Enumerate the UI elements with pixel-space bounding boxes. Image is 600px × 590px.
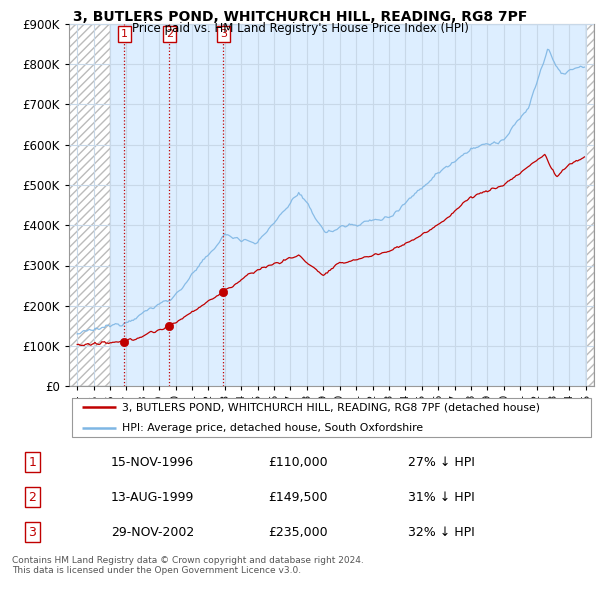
Text: 3: 3 — [220, 29, 227, 39]
Bar — [69, 24, 110, 386]
Text: 27% ↓ HPI: 27% ↓ HPI — [408, 455, 475, 468]
Text: 2: 2 — [166, 29, 173, 39]
Text: 1: 1 — [121, 29, 128, 39]
FancyBboxPatch shape — [71, 398, 592, 437]
Text: Price paid vs. HM Land Registry's House Price Index (HPI): Price paid vs. HM Land Registry's House … — [131, 22, 469, 35]
Text: 15-NOV-1996: 15-NOV-1996 — [111, 455, 194, 468]
Text: £235,000: £235,000 — [268, 526, 328, 539]
Text: 29-NOV-2002: 29-NOV-2002 — [111, 526, 194, 539]
Text: Contains HM Land Registry data © Crown copyright and database right 2024.: Contains HM Land Registry data © Crown c… — [12, 556, 364, 565]
Text: 2: 2 — [28, 490, 37, 504]
Text: HPI: Average price, detached house, South Oxfordshire: HPI: Average price, detached house, Sout… — [121, 422, 422, 432]
Bar — [586, 24, 594, 386]
Text: 1: 1 — [28, 455, 37, 468]
Text: This data is licensed under the Open Government Licence v3.0.: This data is licensed under the Open Gov… — [12, 566, 301, 575]
Text: 3: 3 — [28, 526, 37, 539]
Text: 32% ↓ HPI: 32% ↓ HPI — [408, 526, 475, 539]
Text: 31% ↓ HPI: 31% ↓ HPI — [408, 490, 475, 504]
Bar — [69, 24, 110, 386]
Text: £110,000: £110,000 — [268, 455, 328, 468]
Text: 3, BUTLERS POND, WHITCHURCH HILL, READING, RG8 7PF (detached house): 3, BUTLERS POND, WHITCHURCH HILL, READIN… — [121, 402, 539, 412]
Text: 3, BUTLERS POND, WHITCHURCH HILL, READING, RG8 7PF: 3, BUTLERS POND, WHITCHURCH HILL, READIN… — [73, 10, 527, 24]
Text: £149,500: £149,500 — [268, 490, 328, 504]
Bar — [586, 24, 594, 386]
Text: 13-AUG-1999: 13-AUG-1999 — [111, 490, 194, 504]
